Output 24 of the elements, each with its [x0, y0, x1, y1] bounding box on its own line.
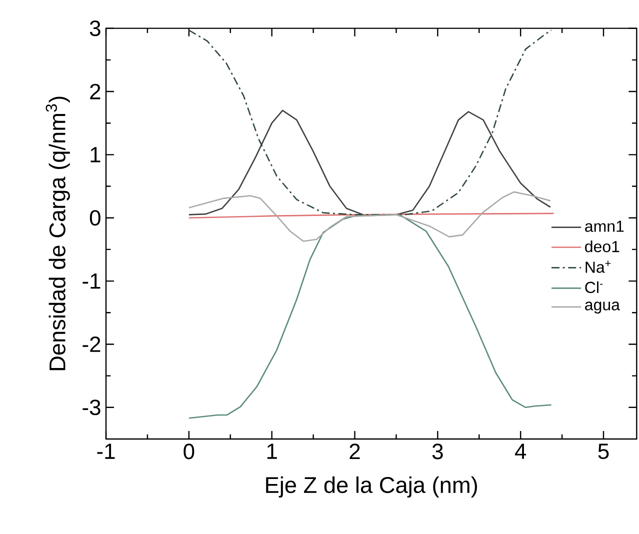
y-tick-label: 1 [90, 147, 100, 162]
y-tick-label: -3 [82, 400, 100, 416]
line-series [188, 30, 552, 216]
x-tick-label: 0 [184, 444, 194, 460]
y-tick-label: 0 [90, 210, 100, 226]
legend-label: agua [585, 302, 620, 314]
y-tick-label: -2 [82, 336, 100, 352]
x-axis-title: Eje Z de la Caja (nm) [266, 476, 477, 498]
line-series [188, 110, 552, 216]
y-tick-label: -1 [82, 273, 100, 289]
line-series [188, 191, 552, 242]
x-tick-label: 1 [267, 444, 277, 459]
legend-label: deo1 [585, 240, 620, 252]
legend-label: Cl$^{-}$ [585, 281, 603, 294]
x-tick-label: 4 [514, 444, 526, 459]
x-tick-label: 5 [598, 444, 609, 460]
line-series [188, 214, 552, 419]
x-tick-label: 3 [432, 444, 443, 460]
legend-label: amn1 [585, 220, 624, 232]
y-tick-label: 2 [90, 84, 100, 100]
y-tick-label: 3 [90, 20, 100, 36]
legend-label: Na$^{+}$ [586, 260, 611, 273]
x-tick-label: 2 [350, 444, 360, 460]
y-axis-title: Densidad de Carga (q/nm$^{3}$) [46, 96, 70, 370]
